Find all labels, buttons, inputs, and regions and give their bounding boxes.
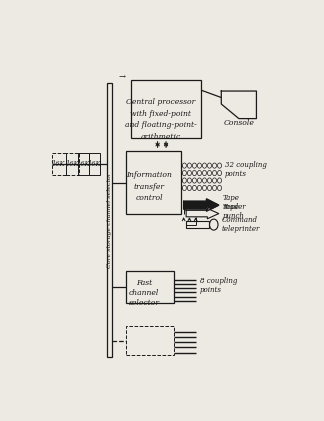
Text: Tape
punch: Tape punch <box>223 203 244 220</box>
Text: Core storage channel selector: Core storage channel selector <box>107 172 112 268</box>
Bar <box>131 80 201 138</box>
Text: 16K: 16K <box>52 160 65 168</box>
Bar <box>78 153 89 175</box>
Bar <box>186 221 209 228</box>
Text: control: control <box>135 195 163 203</box>
Text: Console: Console <box>224 120 254 128</box>
Text: with fixed-point: with fixed-point <box>130 109 191 117</box>
Text: Central processor: Central processor <box>126 98 195 106</box>
Text: channel: channel <box>129 289 159 297</box>
Text: Tape
reader: Tape reader <box>223 194 246 211</box>
Polygon shape <box>186 208 219 219</box>
Text: 32 coupling
points: 32 coupling points <box>225 161 267 179</box>
Text: transfer: transfer <box>133 183 165 191</box>
Bar <box>52 153 65 175</box>
Bar <box>65 153 79 175</box>
Bar <box>107 83 111 357</box>
Text: selector: selector <box>129 299 159 307</box>
Text: Information: Information <box>126 171 172 179</box>
Text: Fast: Fast <box>136 279 152 287</box>
Text: 16K: 16K <box>77 160 90 168</box>
Text: 16K: 16K <box>66 160 79 168</box>
Text: Command
teleprinter: Command teleprinter <box>221 216 260 233</box>
Polygon shape <box>184 199 219 211</box>
Text: →: → <box>119 72 126 80</box>
Text: and floating-point-: and floating-point- <box>124 121 196 129</box>
Text: 16K: 16K <box>87 160 101 168</box>
Bar <box>126 271 174 304</box>
Text: arithmetic: arithmetic <box>140 133 180 141</box>
Text: 8 coupling
points: 8 coupling points <box>200 277 237 294</box>
Bar <box>126 151 181 214</box>
Bar <box>89 153 100 175</box>
Bar <box>126 326 174 355</box>
